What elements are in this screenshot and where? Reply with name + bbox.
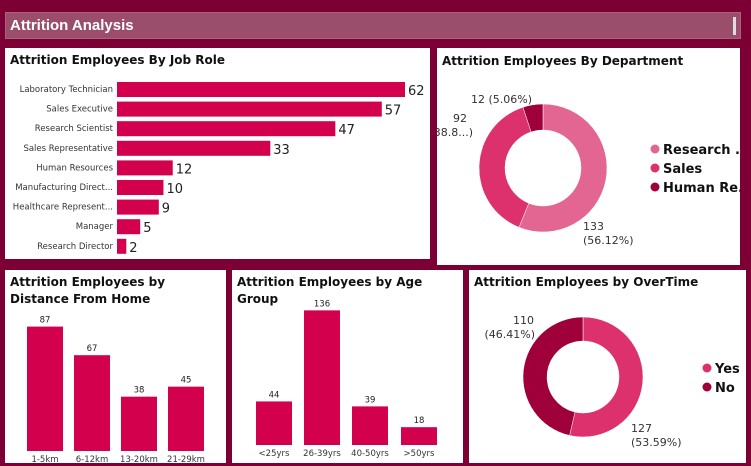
category-label: 1-5km: [31, 455, 58, 463]
category-label: Healthcare Represent...: [13, 203, 113, 213]
bar[interactable]: [117, 199, 159, 215]
category-label: Laboratory Technician: [20, 85, 113, 95]
data-label: 12 (5.06%): [471, 93, 532, 106]
bar[interactable]: [121, 396, 157, 451]
donut-slice[interactable]: [522, 103, 544, 133]
chart-title: Attrition Employees by Distance From Hom…: [10, 275, 166, 306]
category-label: Sales Executive: [46, 105, 113, 115]
bar[interactable]: [256, 401, 292, 445]
data-label: 10: [166, 182, 183, 197]
chart-title: Attrition Employees by OverTime: [474, 275, 699, 289]
data-label: 12: [176, 162, 193, 177]
job-role-chart: Laboratory Technician 62 Sales Executive 57…: [13, 82, 425, 256]
donut-slice[interactable]: [518, 103, 608, 233]
category-label: 26-39yrs: [303, 449, 341, 459]
chart-title: Attrition Employees By Department: [442, 54, 684, 68]
data-label: 67: [87, 344, 98, 354]
bar[interactable]: [117, 121, 336, 137]
donut-slice[interactable]: [478, 106, 532, 228]
data-label: 44: [269, 390, 280, 400]
department-chart: 133(56.12%) 92(38.8...) 12 (5.06%) Research…: [437, 93, 740, 247]
data-label: 110: [513, 314, 534, 327]
header-scrollbar[interactable]: [733, 17, 736, 35]
data-label: 45: [181, 376, 192, 386]
category-label: Manufacturing Direct...: [15, 183, 113, 193]
category-label: Sales Representative: [23, 144, 113, 154]
data-label: 39: [365, 395, 376, 405]
data-label: 18: [414, 416, 425, 426]
bar[interactable]: [117, 82, 405, 97]
distance-panel: Attrition Employees by Distance From Hom…: [5, 270, 226, 463]
legend-label: Sales: [663, 162, 702, 177]
donut-slice[interactable]: [569, 316, 644, 438]
data-label: 136: [314, 299, 330, 309]
chart-title: Attrition Employees By Job Role: [10, 53, 226, 67]
bar[interactable]: [304, 310, 340, 445]
chart-title: Attrition Employees by Age Group: [237, 275, 423, 306]
legend-label: Human Re...: [663, 181, 740, 196]
legend-marker[interactable]: [702, 382, 712, 392]
bar[interactable]: [117, 160, 173, 176]
job-role-panel: Attrition Employees By Job Role Laborato…: [5, 48, 430, 259]
category-label: 21-29km: [167, 455, 205, 463]
header-bar: Attrition Analysis: [5, 12, 741, 39]
bar[interactable]: [117, 140, 271, 156]
category-label: >50yrs: [404, 449, 435, 459]
legend-marker[interactable]: [650, 163, 660, 173]
category-label: Research Scientist: [35, 124, 114, 134]
donut-slice[interactable]: [522, 316, 584, 436]
overtime-panel: Attrition Employees by OverTime 127 (53.5…: [469, 270, 746, 463]
page-title: Attrition Analysis: [10, 17, 134, 34]
data-label: 9: [162, 202, 170, 217]
category-label: 13-20km: [120, 455, 158, 463]
distance-chart: 87 1-5km 67 6-12km 38 13-20km 45 21-29km: [27, 316, 205, 463]
bar[interactable]: [27, 326, 63, 451]
data-label: (38.8...): [437, 126, 473, 139]
legend-label: No: [715, 381, 735, 396]
data-label: 62: [408, 84, 425, 99]
data-label: 133: [583, 220, 604, 233]
bar[interactable]: [117, 219, 141, 235]
legend-marker[interactable]: [650, 144, 660, 154]
bar[interactable]: [401, 427, 437, 445]
overtime-chart: 127(53.59%) 110(46.41%) Yes No: [484, 314, 740, 449]
bar[interactable]: [352, 406, 388, 445]
data-label: 33: [273, 143, 290, 158]
department-panel: Attrition Employees By Department 133 (56…: [437, 48, 740, 265]
age-panel: Attrition Employees by Age Group 44 <25yr…: [232, 270, 463, 463]
category-label: Research Director: [37, 242, 113, 252]
legend-label: Yes: [714, 362, 740, 377]
category-label: 40-50yrs: [351, 449, 389, 459]
data-label: (56.12%): [583, 234, 634, 247]
age-chart: 44 <25yrs 136 26-39yrs 39 40-50yrs 18 >50yrs: [256, 299, 437, 459]
data-label: 2: [129, 241, 137, 256]
bar[interactable]: [117, 180, 164, 195]
category-label: 6-12km: [76, 455, 109, 463]
data-label: 57: [385, 104, 402, 119]
bar[interactable]: [117, 238, 127, 254]
legend-marker[interactable]: [702, 363, 712, 373]
category-label: Manager: [76, 222, 114, 232]
data-label: 5: [143, 221, 151, 236]
data-label: (53.59%): [631, 436, 682, 449]
category-label: <25yrs: [259, 449, 290, 459]
bar[interactable]: [168, 386, 204, 451]
legend-marker[interactable]: [650, 182, 660, 192]
bar[interactable]: [74, 355, 110, 451]
data-label: (46.41%): [484, 328, 535, 341]
bar[interactable]: [117, 101, 382, 117]
data-label: 127: [631, 422, 652, 435]
data-label: 87: [40, 316, 51, 326]
data-label: 47: [338, 123, 355, 138]
category-label: Human Resources: [36, 163, 113, 173]
data-label: 92: [453, 112, 467, 125]
data-label: 38: [134, 386, 145, 396]
legend-label: Research ...: [663, 143, 740, 158]
